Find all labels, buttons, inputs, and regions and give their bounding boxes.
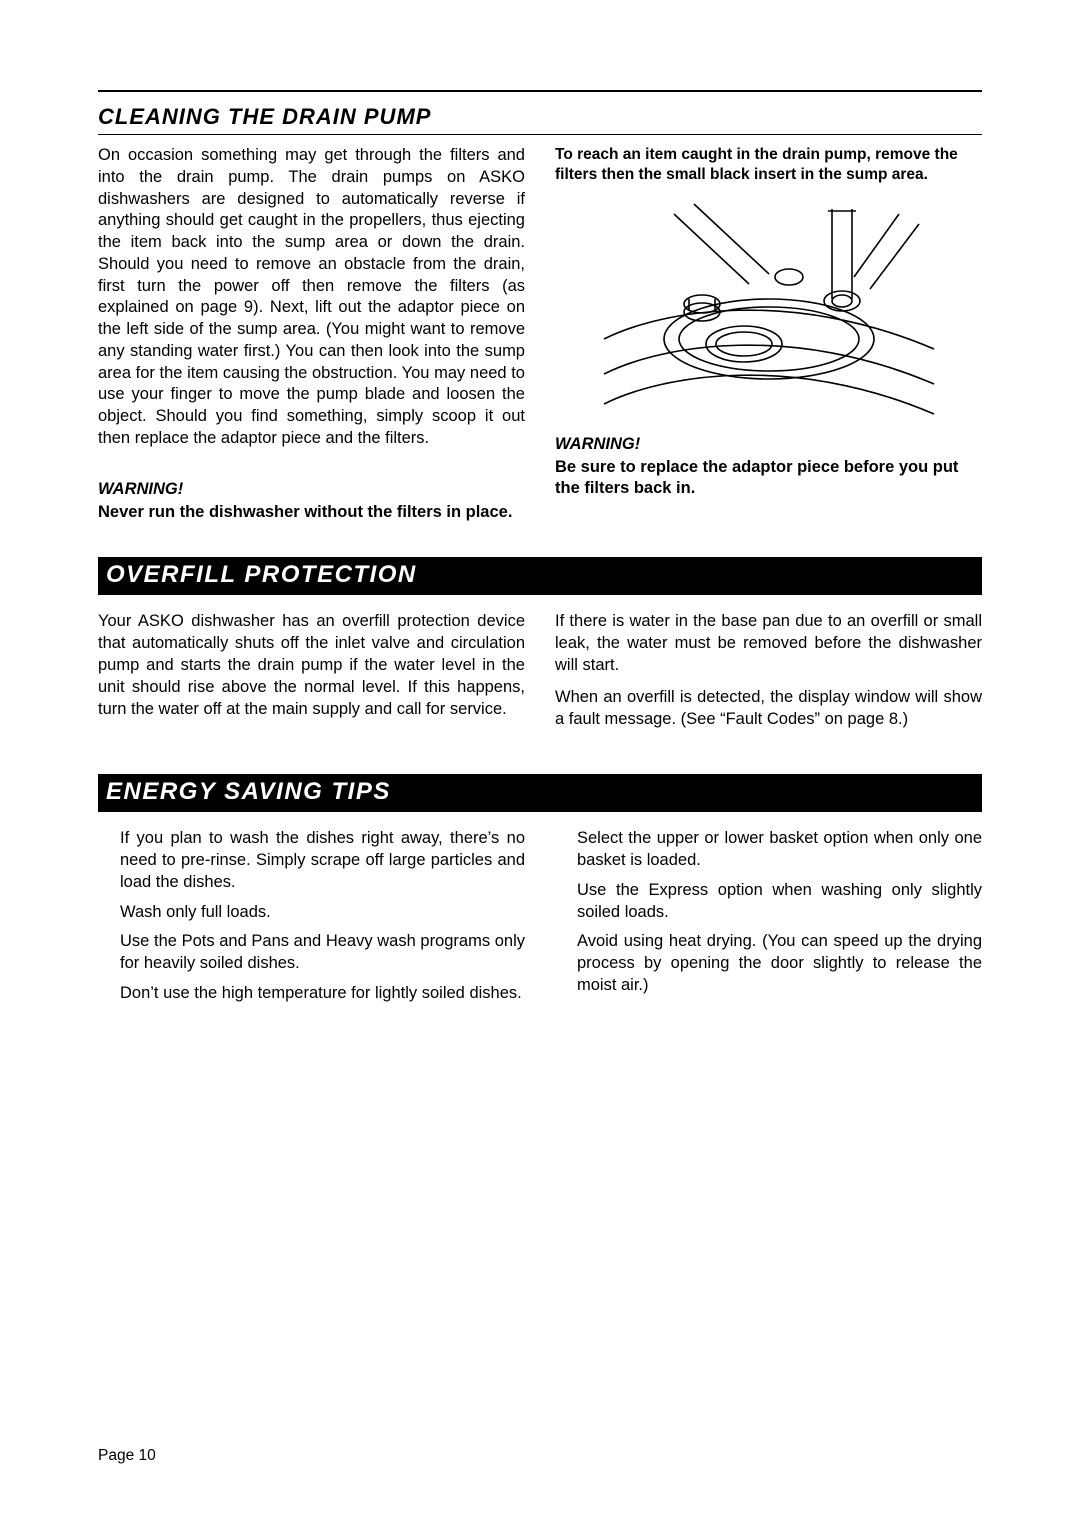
tip-item: Don’t use the high temperature for light… <box>120 983 525 1005</box>
section1-left-warning-label: WARNING! <box>98 480 525 499</box>
section2-heading: OVERFILL PROTECTION <box>98 557 982 595</box>
section1-left-warning-text: Never run the dishwasher without the fil… <box>98 502 525 524</box>
drain-pump-diagram <box>555 199 982 419</box>
section1-underline <box>98 134 982 135</box>
tip-item: Use the Pots and Pans and Heavy wash pro… <box>120 931 525 975</box>
section3-left-col: If you plan to wash the dishes right awa… <box>98 828 525 1012</box>
section1-right-warning-label: WARNING! <box>555 435 982 454</box>
tip-item: Wash only full loads. <box>120 902 525 924</box>
tip-item: If you plan to wash the dishes right awa… <box>120 828 525 893</box>
page-rule <box>98 90 982 92</box>
tip-item: Select the upper or lower basket option … <box>577 828 982 872</box>
section1-left-col: On occasion something may get through th… <box>98 145 525 523</box>
section1-body: On occasion something may get through th… <box>98 145 525 450</box>
drain-pump-diagram-svg <box>594 199 944 419</box>
section1-right-warning-text: Be sure to replace the adaptor piece bef… <box>555 457 982 501</box>
section3-right-col: Select the upper or lower basket option … <box>555 828 982 1012</box>
page-number: Page 10 <box>98 1447 156 1465</box>
section2-left-col: Your ASKO dishwasher has an overfill pro… <box>98 611 525 740</box>
section3-heading: ENERGY SAVING TIPS <box>98 774 982 812</box>
section1-diagram-caption: To reach an item caught in the drain pum… <box>555 145 982 185</box>
section1-right-col: To reach an item caught in the drain pum… <box>555 145 982 523</box>
section3-columns: If you plan to wash the dishes right awa… <box>98 828 982 1012</box>
tip-item: Use the Express option when washing only… <box>577 880 982 924</box>
page: CLEANING THE DRAIN PUMP On occasion some… <box>0 0 1080 1527</box>
section2-right-p1: If there is water in the base pan due to… <box>555 611 982 676</box>
section2-left-body: Your ASKO dishwasher has an overfill pro… <box>98 611 525 720</box>
section1-columns: On occasion something may get through th… <box>98 145 982 523</box>
section1-heading: CLEANING THE DRAIN PUMP <box>98 104 982 130</box>
section2-right-p2: When an overfill is detected, the displa… <box>555 687 982 731</box>
tip-item: Avoid using heat drying. (You can speed … <box>577 931 982 996</box>
section2-columns: Your ASKO dishwasher has an overfill pro… <box>98 611 982 740</box>
section2-right-col: If there is water in the base pan due to… <box>555 611 982 740</box>
